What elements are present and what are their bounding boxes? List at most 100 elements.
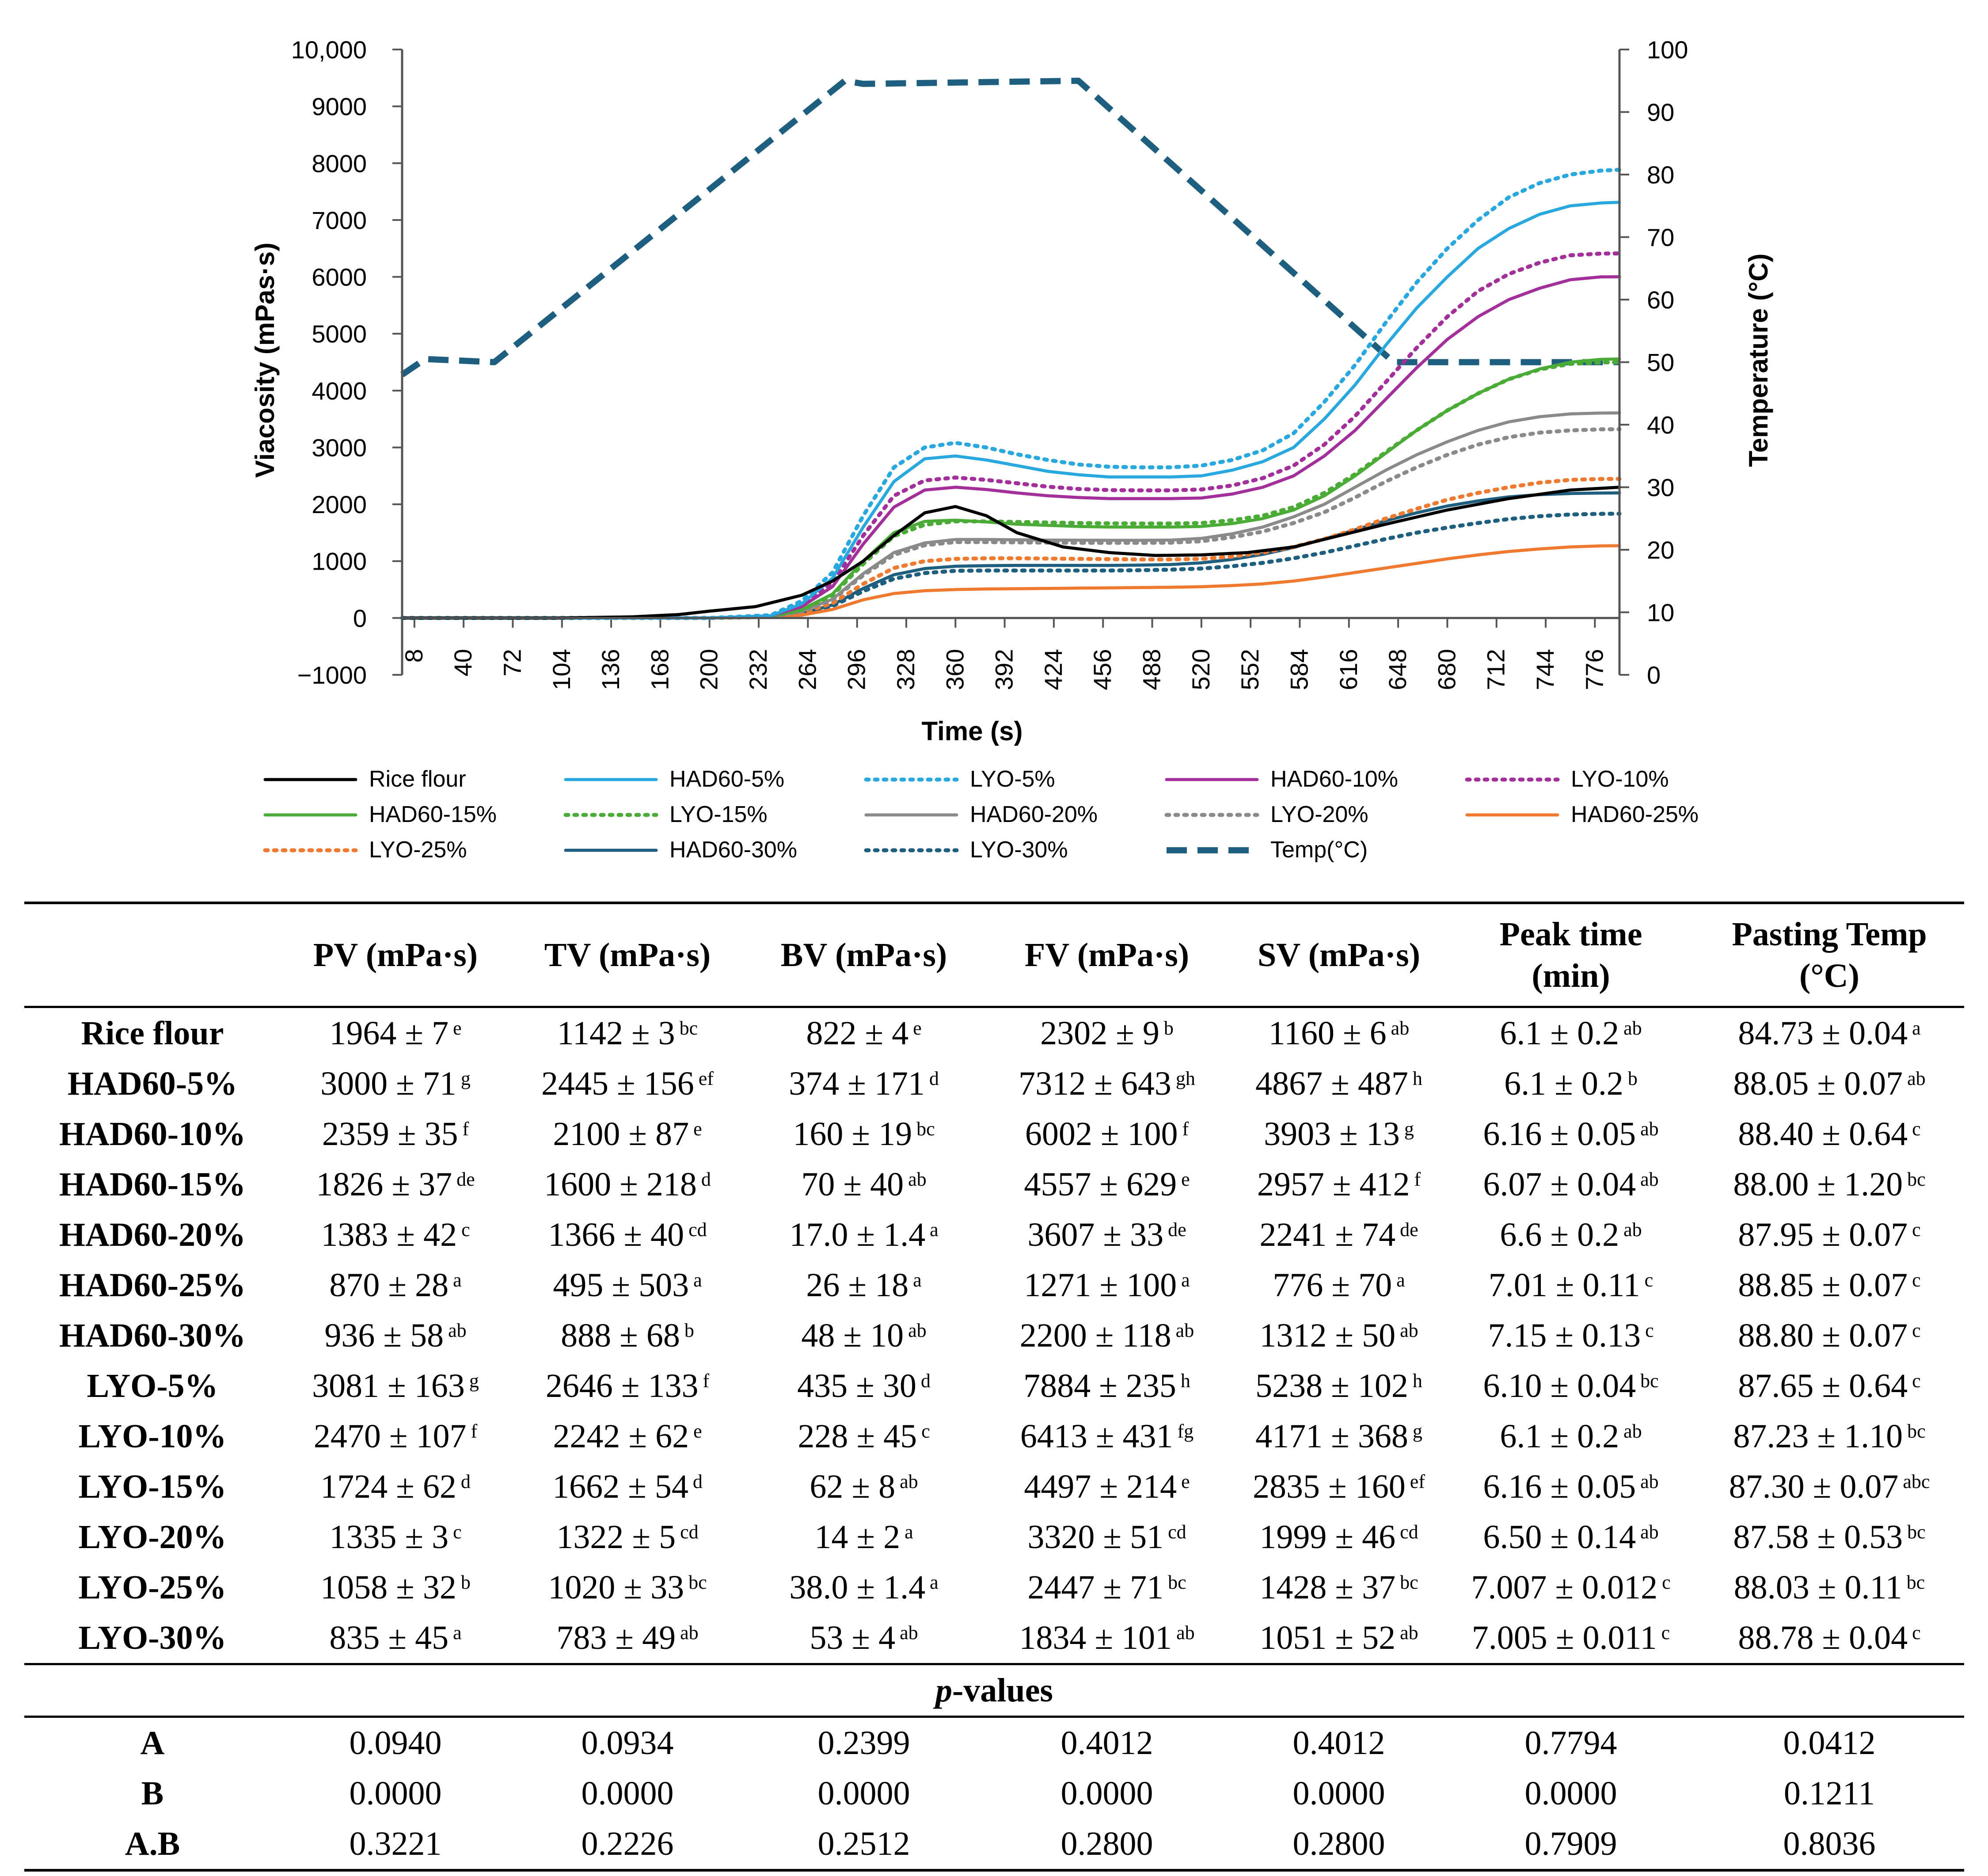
col-header: TV (mPa·s) bbox=[510, 902, 745, 1008]
cell-value: 1600 ± 218 bbox=[544, 1165, 697, 1203]
table-cell: 6.10 ± 0.04 bc bbox=[1447, 1361, 1695, 1411]
table-cell: 2447 ± 71 bc bbox=[983, 1562, 1231, 1613]
pvalue-cell: 0.7909 bbox=[1447, 1819, 1695, 1872]
cell-value: 822 ± 4 bbox=[806, 1014, 909, 1052]
cell-superscript: g bbox=[1404, 1118, 1414, 1140]
x-tick-label: 264 bbox=[793, 649, 821, 690]
table-cell: 2359 ± 35 f bbox=[281, 1109, 510, 1159]
row-label: LYO-25% bbox=[78, 1568, 227, 1606]
cell-value: 1428 ± 37 bbox=[1259, 1568, 1396, 1606]
cell-value: 88.40 ± 0.64 bbox=[1738, 1115, 1908, 1153]
cell-value: 4497 ± 214 bbox=[1024, 1468, 1177, 1505]
cell-value: 53 ± 4 bbox=[810, 1619, 896, 1656]
cell-superscript: c bbox=[1662, 1571, 1671, 1593]
cell-superscript: ab bbox=[1400, 1319, 1418, 1341]
left-tick-label: 6000 bbox=[312, 263, 367, 291]
pvalue-row: B 0.0000 0.0000 0.0000 0.0000 0.0000 0.0000 0.1… bbox=[24, 1768, 1964, 1819]
table-cell: 1058 ± 32 b bbox=[281, 1562, 510, 1613]
right-tick-label: 100 bbox=[1647, 36, 1688, 64]
cell-value: 2302 ± 9 bbox=[1040, 1014, 1159, 1052]
cell-superscript: ab bbox=[900, 1621, 918, 1644]
cell-value: 1142 ± 3 bbox=[557, 1014, 675, 1052]
cell-value: 374 ± 171 bbox=[789, 1065, 925, 1102]
cell-value: 1999 ± 46 bbox=[1259, 1518, 1396, 1556]
table-cell: 7.005 ± 0.011 c bbox=[1447, 1613, 1695, 1665]
table-cell: 936 ± 58 ab bbox=[281, 1310, 510, 1361]
left-tick-label: −1000 bbox=[297, 661, 367, 689]
cell-superscript: b bbox=[1627, 1067, 1638, 1089]
table-cell: 88.80 ± 0.07 c bbox=[1695, 1310, 1964, 1361]
axes bbox=[401, 49, 1621, 675]
cell-value: 7.007 ± 0.012 bbox=[1471, 1568, 1658, 1606]
cell-value: 17.0 ± 1.4 bbox=[789, 1216, 926, 1253]
table-cell: 62 ± 8 ab bbox=[745, 1461, 983, 1512]
x-tick-label: 488 bbox=[1138, 649, 1166, 690]
x-tick-label: 520 bbox=[1187, 649, 1215, 690]
series-line-lyo-5 bbox=[400, 167, 1622, 620]
cell-superscript: bc bbox=[1907, 1420, 1926, 1442]
col-header-line1: TV (mPa·s) bbox=[544, 936, 711, 974]
x-tick-label: 40 bbox=[449, 649, 477, 676]
cell-superscript: ef bbox=[698, 1067, 714, 1089]
pvalue-cell: 0.0412 bbox=[1783, 1724, 1876, 1762]
x-tick-label: 104 bbox=[547, 649, 575, 690]
cell-superscript: bc bbox=[679, 1017, 698, 1039]
cell-superscript: cd bbox=[680, 1521, 699, 1543]
col-header bbox=[24, 902, 281, 1008]
x-tick-label: 456 bbox=[1088, 649, 1116, 690]
pvalue-cell: 0.0940 bbox=[349, 1724, 442, 1762]
cell-value: 87.30 ± 0.07 bbox=[1729, 1468, 1899, 1505]
table-cell: 6.6 ± 0.2 ab bbox=[1447, 1210, 1695, 1260]
cell-superscript: g bbox=[460, 1067, 471, 1089]
x-tick-label: 360 bbox=[941, 649, 969, 690]
cell-value: 2957 ± 412 bbox=[1257, 1165, 1410, 1203]
cell-superscript: a bbox=[1181, 1269, 1190, 1291]
table-row: LYO-15% 1724 ± 62 d 1662 ± 54 d 62 ± 8 ab 4497 … bbox=[24, 1461, 1964, 1512]
pvalue-cell: 0.7794 bbox=[1524, 1724, 1617, 1762]
table-cell: 38.0 ± 1.4 a bbox=[745, 1562, 983, 1613]
right-tick-label: 20 bbox=[1647, 536, 1674, 564]
table-cell: 835 ± 45 a bbox=[281, 1613, 510, 1665]
right-tick-label: 70 bbox=[1647, 224, 1674, 251]
pvalue-cell: 0.4012 bbox=[1292, 1724, 1385, 1762]
left-tick-label: 1000 bbox=[312, 548, 367, 575]
legend-label-lyo-30: LYO-30% bbox=[970, 837, 1068, 863]
table-cell: 6.1 ± 0.2 ab bbox=[1447, 1411, 1695, 1461]
table-row: HAD60-5% 3000 ± 71 g 2445 ± 156 ef 374 ± 171 d… bbox=[24, 1058, 1964, 1109]
cell-superscript: cd bbox=[1168, 1521, 1186, 1543]
table-row: HAD60-20% 1383 ± 42 c 1366 ± 40 cd 17.0 ± 1.4… bbox=[24, 1210, 1964, 1260]
table-cell: 6.07 ± 0.04 ab bbox=[1447, 1159, 1695, 1210]
left-tick-label: 9000 bbox=[312, 93, 367, 121]
cell-superscript: e bbox=[1181, 1168, 1190, 1190]
x-tick-label: 392 bbox=[990, 649, 1018, 690]
legend-label-lyo-20: LYO-20% bbox=[1270, 802, 1368, 827]
table-row: HAD60-15% 1826 ± 37 de 1600 ± 218 d 70 ± 40 ab… bbox=[24, 1159, 1964, 1210]
table-cell: 2241 ± 74 de bbox=[1231, 1210, 1447, 1260]
series-line-had60-15 bbox=[400, 357, 1621, 620]
x-tick-label: 8 bbox=[400, 649, 428, 662]
cell-superscript: fg bbox=[1177, 1420, 1194, 1442]
table-cell: 88.05 ± 0.07 ab bbox=[1695, 1058, 1964, 1109]
cell-value: 870 ± 28 bbox=[329, 1266, 449, 1304]
right-tick-label: 60 bbox=[1647, 286, 1674, 314]
cell-value: 14 ± 2 bbox=[814, 1518, 901, 1556]
cell-value: 2359 ± 35 bbox=[322, 1115, 458, 1153]
cell-value: 26 ± 18 bbox=[806, 1266, 909, 1304]
cell-value: 6.1 ± 0.2 bbox=[1500, 1417, 1619, 1455]
table-cell: 53 ± 4 ab bbox=[745, 1613, 983, 1665]
table-cell: 1020 ± 33 bc bbox=[510, 1562, 745, 1613]
pvalue-cell: 0.8036 bbox=[1695, 1819, 1964, 1872]
table-cell: 2242 ± 62 e bbox=[510, 1411, 745, 1461]
cell-superscript: ab bbox=[900, 1470, 918, 1492]
cell-superscript: c bbox=[1912, 1621, 1921, 1644]
cell-value: 1020 ± 33 bbox=[548, 1568, 684, 1606]
cell-superscript: a bbox=[930, 1571, 939, 1593]
col-header-line2: (min) bbox=[1532, 957, 1610, 994]
table-cell: 26 ± 18 a bbox=[745, 1260, 983, 1310]
row-label: HAD60-25% bbox=[59, 1266, 246, 1304]
cell-value: 2100 ± 87 bbox=[553, 1115, 689, 1153]
series-line-rice-flour bbox=[400, 486, 1621, 620]
table-cell: 87.30 ± 0.07 abc bbox=[1695, 1461, 1964, 1512]
cell-superscript: a bbox=[693, 1269, 702, 1291]
